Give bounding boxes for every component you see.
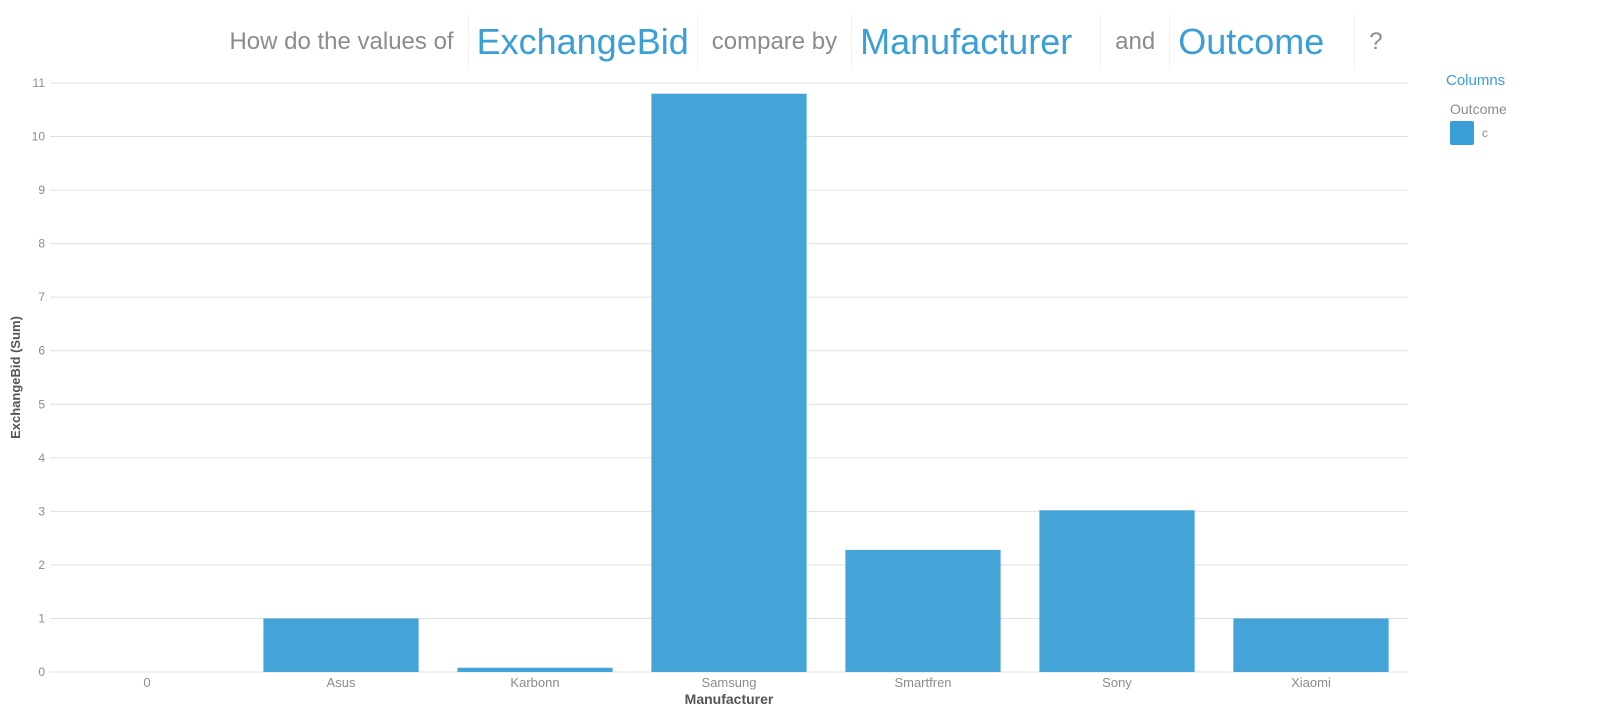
x-axis-title: Manufacturer — [685, 691, 774, 707]
bar[interactable] — [845, 549, 1001, 672]
legend-swatch — [1450, 121, 1474, 145]
legend-item-label: c — [1482, 126, 1488, 140]
legend-item[interactable]: c — [1450, 121, 1596, 145]
x-tick-label: 0 — [143, 675, 150, 690]
y-tick-label: 2 — [38, 558, 45, 572]
x-tick-label: Asus — [327, 675, 356, 690]
y-tick-label: 1 — [38, 611, 45, 625]
y-tick-label: 5 — [38, 397, 45, 411]
y-tick-label: 3 — [38, 504, 45, 518]
question-suffix: ? — [1369, 28, 1383, 55]
y-tick-label: 10 — [32, 130, 46, 144]
chart-question-header: How do the values of ExchangeBid compare… — [0, 14, 1612, 70]
y-tick-label: 7 — [38, 290, 45, 304]
bar[interactable] — [1233, 618, 1389, 672]
legend-subtitle: Outcome — [1450, 101, 1507, 117]
y-axis-title: ExchangeBid (Sum) — [8, 316, 23, 439]
y-tick-label: 4 — [38, 451, 45, 465]
bar[interactable] — [263, 618, 419, 672]
legend-title[interactable]: Columns — [1446, 72, 1506, 89]
x-tick-label: Sony — [1102, 675, 1132, 690]
x-tick-label: Karbonn — [510, 675, 559, 690]
question-middle: compare by — [711, 28, 838, 55]
y-tick-label: 6 — [38, 344, 45, 358]
measure-field-selector[interactable]: ExchangeBid — [467, 15, 698, 69]
bar[interactable] — [457, 667, 613, 672]
x-tick-label: Samsung — [702, 675, 757, 690]
bar[interactable] — [1039, 510, 1195, 672]
question-prefix: How do the values of — [229, 28, 454, 55]
x-tick-label: Smartfren — [894, 675, 951, 690]
y-tick-label: 9 — [38, 183, 45, 197]
question-conjunction: and — [1115, 28, 1156, 55]
color-field-selector[interactable]: Outcome — [1169, 15, 1356, 69]
y-tick-label: 11 — [33, 76, 46, 90]
x-tick-label: Xiaomi — [1291, 675, 1331, 690]
bar[interactable] — [651, 93, 807, 672]
legend: Columns Outcome c — [1446, 72, 1596, 145]
dimension-field-selector[interactable]: Manufacturer — [851, 15, 1102, 69]
y-tick-label: 0 — [38, 665, 45, 679]
y-tick-label: 8 — [38, 237, 45, 251]
